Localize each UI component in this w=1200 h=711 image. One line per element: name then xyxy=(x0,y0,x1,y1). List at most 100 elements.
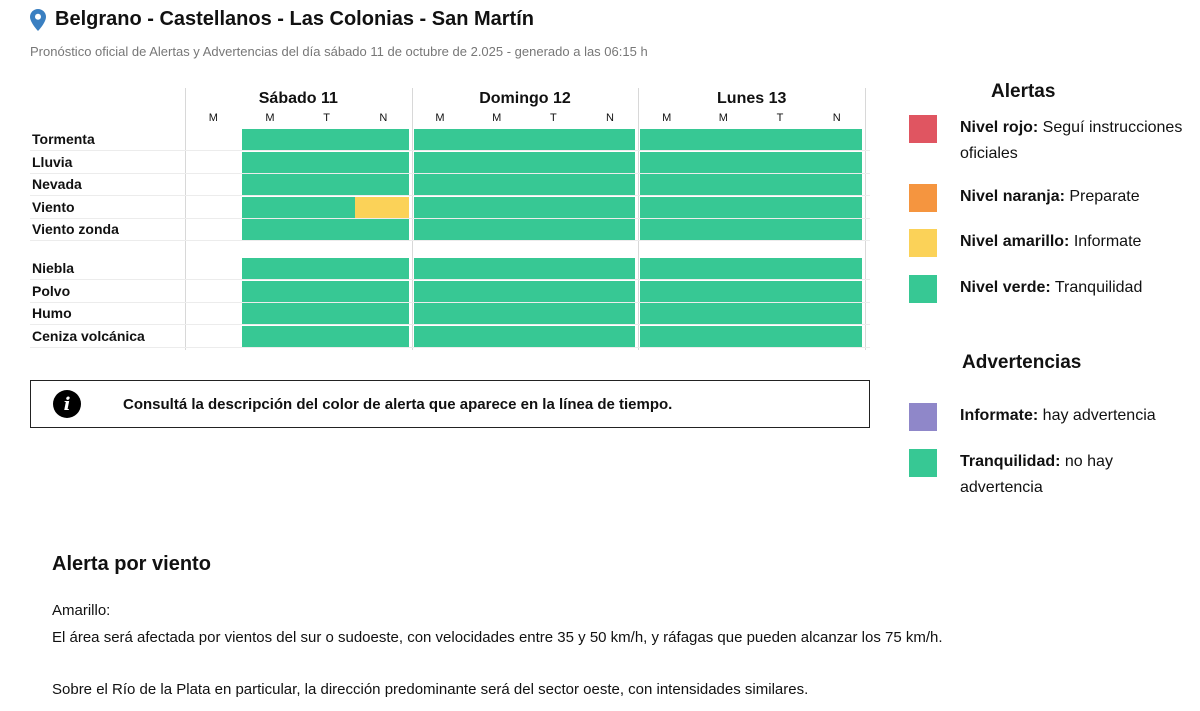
alert-cell-green[interactable] xyxy=(413,281,469,302)
alert-cell-green[interactable] xyxy=(298,281,356,302)
alert-cell-green[interactable] xyxy=(298,258,356,279)
alert-cell-green[interactable] xyxy=(808,326,863,347)
alert-cell-green[interactable] xyxy=(581,174,636,195)
alert-cell-green[interactable] xyxy=(413,197,469,218)
alert-cell-green[interactable] xyxy=(695,281,753,302)
alert-cell-green[interactable] xyxy=(525,129,583,150)
alert-cell-green[interactable] xyxy=(525,174,583,195)
alert-cell-green[interactable] xyxy=(695,152,753,173)
alert-cell-green[interactable] xyxy=(525,303,583,324)
alert-cell-green[interactable] xyxy=(751,258,809,279)
alert-cell-green[interactable] xyxy=(808,197,863,218)
alert-cell-green[interactable] xyxy=(468,303,526,324)
alert-cell-green[interactable] xyxy=(695,303,753,324)
alert-cell-green[interactable] xyxy=(751,303,809,324)
alert-cell-green[interactable] xyxy=(355,303,409,324)
alert-cell-green[interactable] xyxy=(751,281,809,302)
alert-cell-green[interactable] xyxy=(695,258,753,279)
alert-cell-green[interactable] xyxy=(468,219,526,240)
alert-cell-green[interactable] xyxy=(581,152,636,173)
alert-cell-green[interactable] xyxy=(355,219,409,240)
alert-cell-green[interactable] xyxy=(640,219,696,240)
alert-cell-green[interactable] xyxy=(468,174,526,195)
alert-cell-green[interactable] xyxy=(751,174,809,195)
alert-cell-green[interactable] xyxy=(808,303,863,324)
alert-cell-green[interactable] xyxy=(808,129,863,150)
alert-cell-green[interactable] xyxy=(808,219,863,240)
alert-cell-green[interactable] xyxy=(298,326,356,347)
alert-cell-green[interactable] xyxy=(751,152,809,173)
alert-cell-green[interactable] xyxy=(241,129,299,150)
alert-cell-green[interactable] xyxy=(808,152,863,173)
alert-cell-green[interactable] xyxy=(298,303,356,324)
alert-cell-green[interactable] xyxy=(695,197,753,218)
alert-cell-green[interactable] xyxy=(751,129,809,150)
alert-cell-green[interactable] xyxy=(413,219,469,240)
alert-cell-green[interactable] xyxy=(355,258,409,279)
alert-cell-green[interactable] xyxy=(808,174,863,195)
alert-cell-green[interactable] xyxy=(355,152,409,173)
alert-cell-green[interactable] xyxy=(298,174,356,195)
alert-cell-green[interactable] xyxy=(298,129,356,150)
alert-cell-green[interactable] xyxy=(525,219,583,240)
alert-cell-green[interactable] xyxy=(808,258,863,279)
alert-cell-green[interactable] xyxy=(355,326,409,347)
alert-cell-green[interactable] xyxy=(241,258,299,279)
alert-cell-green[interactable] xyxy=(355,129,409,150)
alert-cell-green[interactable] xyxy=(355,174,409,195)
alert-cell-green[interactable] xyxy=(468,152,526,173)
alert-cell-green[interactable] xyxy=(241,303,299,324)
alert-cell-green[interactable] xyxy=(695,174,753,195)
alert-cell-green[interactable] xyxy=(695,326,753,347)
alert-cell-green[interactable] xyxy=(581,281,636,302)
alert-cell-green[interactable] xyxy=(640,129,696,150)
alert-cell-green[interactable] xyxy=(581,326,636,347)
alert-cell-green[interactable] xyxy=(241,326,299,347)
alert-cell-green[interactable] xyxy=(525,152,583,173)
alert-cell-green[interactable] xyxy=(355,281,409,302)
alert-cell-green[interactable] xyxy=(241,219,299,240)
alert-cell-green[interactable] xyxy=(468,197,526,218)
alert-cell-green[interactable] xyxy=(298,197,356,218)
alert-cell-green[interactable] xyxy=(413,258,469,279)
alert-cell-green[interactable] xyxy=(640,303,696,324)
alert-cell-green[interactable] xyxy=(640,152,696,173)
alert-cell-green[interactable] xyxy=(751,326,809,347)
alert-cell-green[interactable] xyxy=(413,174,469,195)
alert-cell-green[interactable] xyxy=(413,303,469,324)
alert-cell-green[interactable] xyxy=(241,174,299,195)
alert-cell-green[interactable] xyxy=(298,219,356,240)
alert-cell-green[interactable] xyxy=(525,326,583,347)
alert-cell-green[interactable] xyxy=(413,152,469,173)
alert-cell-green[interactable] xyxy=(468,258,526,279)
alert-cell-green[interactable] xyxy=(241,152,299,173)
alert-cell-green[interactable] xyxy=(241,197,299,218)
alert-cell-green[interactable] xyxy=(581,219,636,240)
alert-cell-green[interactable] xyxy=(298,152,356,173)
alert-cell-green[interactable] xyxy=(695,219,753,240)
alert-cell-green[interactable] xyxy=(413,129,469,150)
alert-cell-green[interactable] xyxy=(413,326,469,347)
alert-cell-green[interactable] xyxy=(468,129,526,150)
alert-cell-green[interactable] xyxy=(581,258,636,279)
alert-cell-green[interactable] xyxy=(640,258,696,279)
alert-cell-green[interactable] xyxy=(525,281,583,302)
alert-cell-green[interactable] xyxy=(640,326,696,347)
alert-cell-green[interactable] xyxy=(468,326,526,347)
alert-cell-green[interactable] xyxy=(241,281,299,302)
alert-cell-green[interactable] xyxy=(751,219,809,240)
alert-cell-green[interactable] xyxy=(695,129,753,150)
alert-cell-green[interactable] xyxy=(640,197,696,218)
alert-cell-green[interactable] xyxy=(525,197,583,218)
alert-cell-green[interactable] xyxy=(581,129,636,150)
alert-cell-green[interactable] xyxy=(525,258,583,279)
alert-cell-yellow[interactable] xyxy=(355,197,409,218)
alert-cell-green[interactable] xyxy=(581,303,636,324)
alert-cell-green[interactable] xyxy=(640,174,696,195)
alert-cell-green[interactable] xyxy=(751,197,809,218)
alert-cell-green[interactable] xyxy=(808,281,863,302)
period-label: M xyxy=(435,112,445,124)
alert-cell-green[interactable] xyxy=(468,281,526,302)
alert-cell-green[interactable] xyxy=(581,197,636,218)
alert-cell-green[interactable] xyxy=(640,281,696,302)
